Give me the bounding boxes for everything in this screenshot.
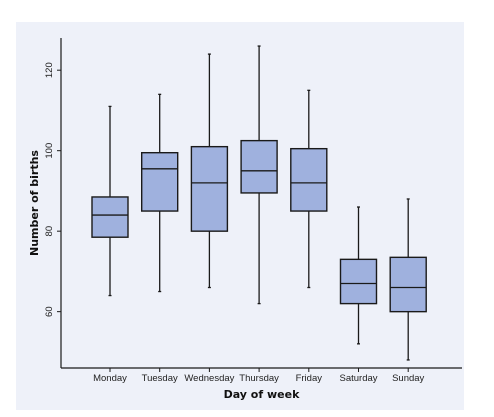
- x-tick-label-saturday: Saturday: [339, 373, 377, 384]
- boxes-layer: [91, 45, 427, 361]
- box-tuesday: [140, 93, 179, 293]
- box-monday: [91, 105, 129, 297]
- x-tick-label-sunday: Sunday: [392, 373, 424, 384]
- x-tick-label-tuesday: Tuesday: [142, 373, 178, 384]
- box-saturday: [339, 206, 378, 345]
- y-tick-label-60: 60: [44, 306, 55, 317]
- iqr-box: [389, 256, 427, 313]
- iqr-box: [140, 151, 179, 212]
- x-tick-label-friday: Friday: [296, 373, 323, 384]
- y-tick-label-80: 80: [44, 226, 55, 237]
- iqr-box: [190, 145, 229, 232]
- axes-layer: [60, 38, 462, 369]
- box-sunday: [389, 198, 427, 361]
- y-tick-label-120: 120: [44, 62, 55, 78]
- ticks-layer: Monday Tuesday Wednesday Thursday Friday Satu…: [44, 62, 425, 384]
- iqr-box: [290, 147, 328, 212]
- y-axis-title: Number of births: [28, 150, 41, 256]
- iqr-box: [91, 196, 129, 238]
- box-wednesday: [190, 53, 229, 289]
- iqr-box: [240, 139, 278, 194]
- chart-panel: [16, 22, 464, 410]
- box-thursday: [240, 45, 278, 305]
- x-tick-label-wednesday: Wednesday: [184, 373, 234, 384]
- x-axis-title: Day of week: [224, 388, 300, 401]
- y-tick-label-100: 100: [44, 143, 55, 159]
- x-tick-label-monday: Monday: [93, 373, 127, 384]
- iqr-box: [339, 258, 378, 305]
- x-tick-label-thursday: Thursday: [239, 373, 279, 384]
- box-friday: [290, 89, 328, 289]
